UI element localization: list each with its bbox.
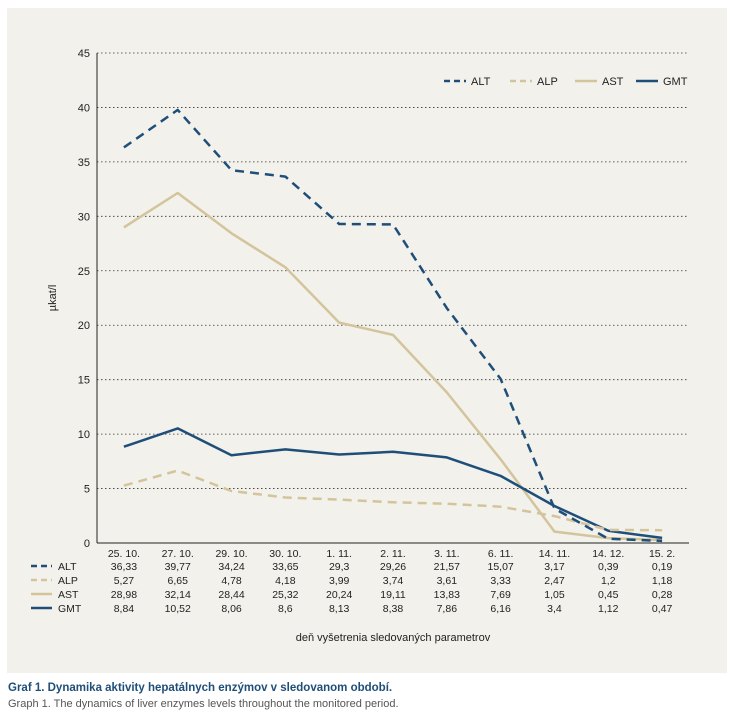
table-value: 21,57 <box>434 561 460 573</box>
x-tick-label: 6. 11. <box>488 548 514 560</box>
legend-label-gmt: GMT <box>663 76 688 88</box>
table-value: 36,33 <box>111 561 137 573</box>
y-tick-label: 25 <box>78 266 90 278</box>
table-value: 19,11 <box>380 589 406 601</box>
y-tick-label: 15 <box>78 375 90 387</box>
table-value: 8,13 <box>329 603 350 615</box>
x-tick-label: 14. 12. <box>592 548 624 560</box>
table-value: 15,07 <box>487 561 513 573</box>
table-value: 13,83 <box>434 589 460 601</box>
table-value: 29,26 <box>380 561 406 573</box>
table-series-name: ALT <box>58 561 77 573</box>
table-series-name: AST <box>58 589 79 601</box>
y-axis-label: µkat/l <box>47 285 59 312</box>
table-value: 1,12 <box>598 603 619 615</box>
line-chart: 0 5 10 15 20 25 30 35 40 45 µkat/l ALT ALP AST GMT 25. … <box>31 48 689 644</box>
series-line-alt <box>123 108 663 543</box>
table-series-name: ALP <box>58 575 78 587</box>
table-value: 7,86 <box>437 603 458 615</box>
x-tick-label: 25. 10. <box>108 548 140 560</box>
table-value: 1,05 <box>544 589 565 601</box>
table-series-name: GMT <box>58 603 82 615</box>
table-value: 3,17 <box>544 561 565 573</box>
table-value: 3,33 <box>490 575 511 587</box>
table-value: 3,99 <box>329 575 350 587</box>
y-tick-label: 0 <box>84 538 90 550</box>
table-value: 8,06 <box>221 603 242 615</box>
table-value: 6,65 <box>168 575 189 587</box>
table-value: 20,24 <box>326 589 352 601</box>
table-value: 28,98 <box>111 589 137 601</box>
table-value: 25,32 <box>272 589 298 601</box>
table-value: 29,3 <box>329 561 350 573</box>
x-tick-label: 27. 10. <box>162 548 194 560</box>
x-axis-label: deň vyšetrenia sledovaných parametrov <box>296 632 491 644</box>
table-value: 0,39 <box>598 561 619 573</box>
table-value: 0,47 <box>652 603 673 615</box>
chart-panel <box>7 8 727 673</box>
table-value: 8,84 <box>114 603 135 615</box>
x-tick-label: 15. 2. <box>649 548 675 560</box>
table-value: 6,16 <box>490 603 511 615</box>
figure-caption-subtitle: Graph 1. The dynamics of liver enzymes l… <box>8 698 399 710</box>
table-value: 10,52 <box>165 603 191 615</box>
x-tick-label: 14. 11. <box>539 548 570 560</box>
y-tick-label: 30 <box>78 211 90 223</box>
y-tick-label: 20 <box>78 320 90 332</box>
y-tick-label: 10 <box>78 429 90 441</box>
y-tick-label: 5 <box>84 484 90 496</box>
y-tick-label: 40 <box>78 102 90 114</box>
table-value: 0,45 <box>598 589 619 601</box>
series-line-alp <box>123 469 663 532</box>
table-value: 1,2 <box>601 575 616 587</box>
legend-label-alt: ALT <box>471 76 491 88</box>
series-line-gmt <box>123 427 663 540</box>
table-value: 0,19 <box>652 561 673 573</box>
legend-label-alp: ALP <box>537 76 558 88</box>
table-value: 8,38 <box>383 603 404 615</box>
table-value: 8,6 <box>278 603 293 615</box>
table-value: 7,69 <box>490 589 511 601</box>
x-tick-label: 1. 11. <box>326 548 352 560</box>
table-value: 28,44 <box>218 589 244 601</box>
table-value: 34,24 <box>218 561 244 573</box>
series-line-ast <box>123 191 663 542</box>
y-tick-label: 35 <box>78 157 90 169</box>
table-value: 3,61 <box>437 575 458 587</box>
table-value: 33,65 <box>272 561 298 573</box>
x-tick-label: 3. 11. <box>434 548 460 560</box>
table-value: 3,74 <box>383 575 404 587</box>
table-value: 4,78 <box>221 575 242 587</box>
table-value: 2,47 <box>544 575 565 587</box>
x-tick-label: 29. 10. <box>215 548 247 560</box>
table-value: 3,4 <box>547 603 562 615</box>
figure-caption-title: Graf 1. Dynamika aktivity hepatálnych en… <box>8 682 393 694</box>
y-tick-label: 45 <box>78 48 90 60</box>
table-value: 0,28 <box>652 589 673 601</box>
x-tick-label: 30. 10. <box>269 548 301 560</box>
x-tick-label: 2. 11. <box>380 548 406 560</box>
table-value: 1,18 <box>652 575 673 587</box>
table-value: 5,27 <box>114 575 135 587</box>
table-value: 4,18 <box>275 575 296 587</box>
table-value: 39,77 <box>165 561 191 573</box>
table-value: 32,14 <box>165 589 191 601</box>
legend-label-ast: AST <box>602 76 624 88</box>
